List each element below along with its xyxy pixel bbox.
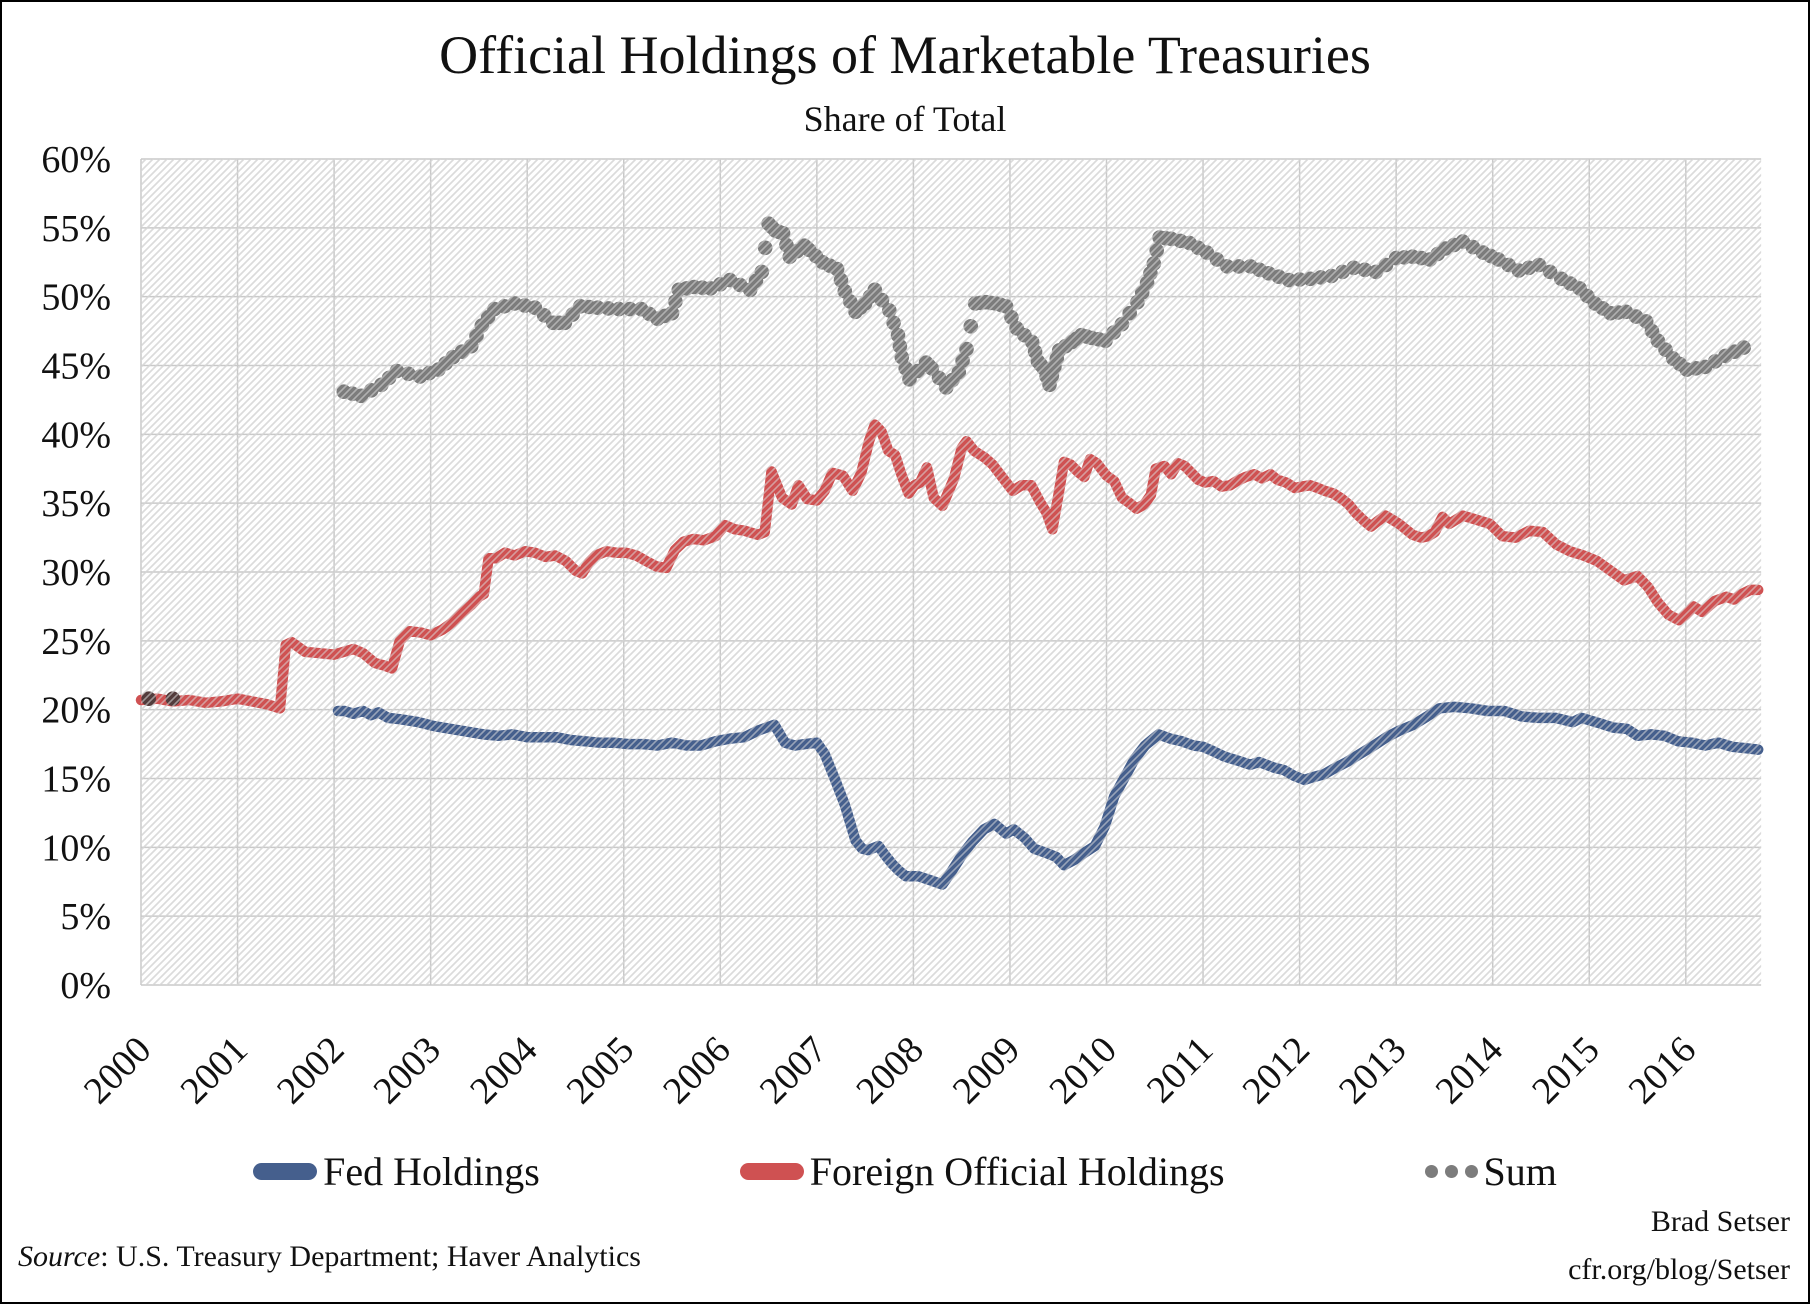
x-tick-label: 2011 <box>1139 1029 1221 1111</box>
y-tick-label: 55% <box>41 208 111 250</box>
y-tick-label: 35% <box>41 483 111 525</box>
chart-title: Official Holdings of Marketable Treasuri… <box>439 25 1371 85</box>
y-tick-label: 20% <box>41 690 111 732</box>
x-tick-label: 2013 <box>1331 1029 1414 1112</box>
y-axis-labels: 0% 5% 10% 15% 20% 25% 30% 35% 40% 45% 50% 55% 60% <box>41 139 111 1007</box>
x-tick-label: 2007 <box>752 1029 835 1112</box>
legend-item-foreign-official-holdings: Foreign Official Holdings <box>739 1148 1225 1195</box>
source-label: Source <box>18 1240 101 1273</box>
x-tick-label: 2003 <box>366 1029 449 1112</box>
x-tick-label: 2002 <box>269 1029 352 1112</box>
x-tick-label: 2012 <box>1235 1029 1318 1112</box>
x-tick-label: 2010 <box>1041 1029 1124 1112</box>
chart-legend: Fed Holdings Foreign Official Holdings S… <box>2 1148 1808 1195</box>
x-tick-label: 2000 <box>76 1029 159 1112</box>
x-axis-labels: 2000 2001 2002 2003 2004 2005 2006 2007 2008 2009… <box>76 1029 1704 1112</box>
chart-subtitle: Share of Total <box>803 99 1007 139</box>
legend-item-sum: Sum <box>1424 1148 1557 1195</box>
credit-url: cfr.org/blog/Setser <box>1568 1253 1790 1286</box>
legend-item-fed-holdings: Fed Holdings <box>253 1148 540 1195</box>
source-text: : U.S. Treasury Department; Haver Analyt… <box>100 1240 641 1273</box>
x-tick-label: 2014 <box>1428 1029 1511 1112</box>
y-tick-label: 30% <box>41 552 111 594</box>
x-tick-label: 2005 <box>559 1029 642 1112</box>
y-tick-label: 25% <box>41 621 111 663</box>
x-tick-label: 2006 <box>655 1029 738 1112</box>
y-tick-label: 45% <box>41 346 111 388</box>
plot-hatch-overlay <box>141 159 1762 985</box>
legend-label: Foreign Official Holdings <box>809 1149 1225 1194</box>
x-tick-label: 2001 <box>173 1029 256 1112</box>
x-tick-label: 2016 <box>1621 1029 1704 1112</box>
y-tick-label: 5% <box>60 896 111 938</box>
legend-label: Fed Holdings <box>323 1149 540 1194</box>
credit-note: Brad Setser cfr.org/blog/Setser <box>1568 1198 1790 1294</box>
y-tick-label: 50% <box>41 277 111 319</box>
y-tick-label: 40% <box>41 414 111 456</box>
x-tick-label: 2015 <box>1524 1029 1607 1112</box>
y-tick-label: 0% <box>60 965 111 1007</box>
x-tick-label: 2008 <box>848 1029 931 1112</box>
legend-label: Sum <box>1483 1149 1557 1194</box>
sum-dots-swatch-icon <box>1424 1165 1478 1178</box>
source-note: Source: U.S. Treasury Department; Haver … <box>18 1240 641 1274</box>
y-tick-label: 10% <box>41 827 111 869</box>
x-tick-label: 2009 <box>945 1029 1028 1112</box>
credit-author: Brad Setser <box>1650 1205 1790 1238</box>
x-tick-label: 2004 <box>462 1029 545 1112</box>
y-tick-label: 15% <box>41 759 111 801</box>
y-tick-label: 60% <box>41 139 111 181</box>
foreign-official-line-swatch-icon <box>739 1163 804 1180</box>
fed-holdings-line-swatch-icon <box>253 1163 318 1180</box>
